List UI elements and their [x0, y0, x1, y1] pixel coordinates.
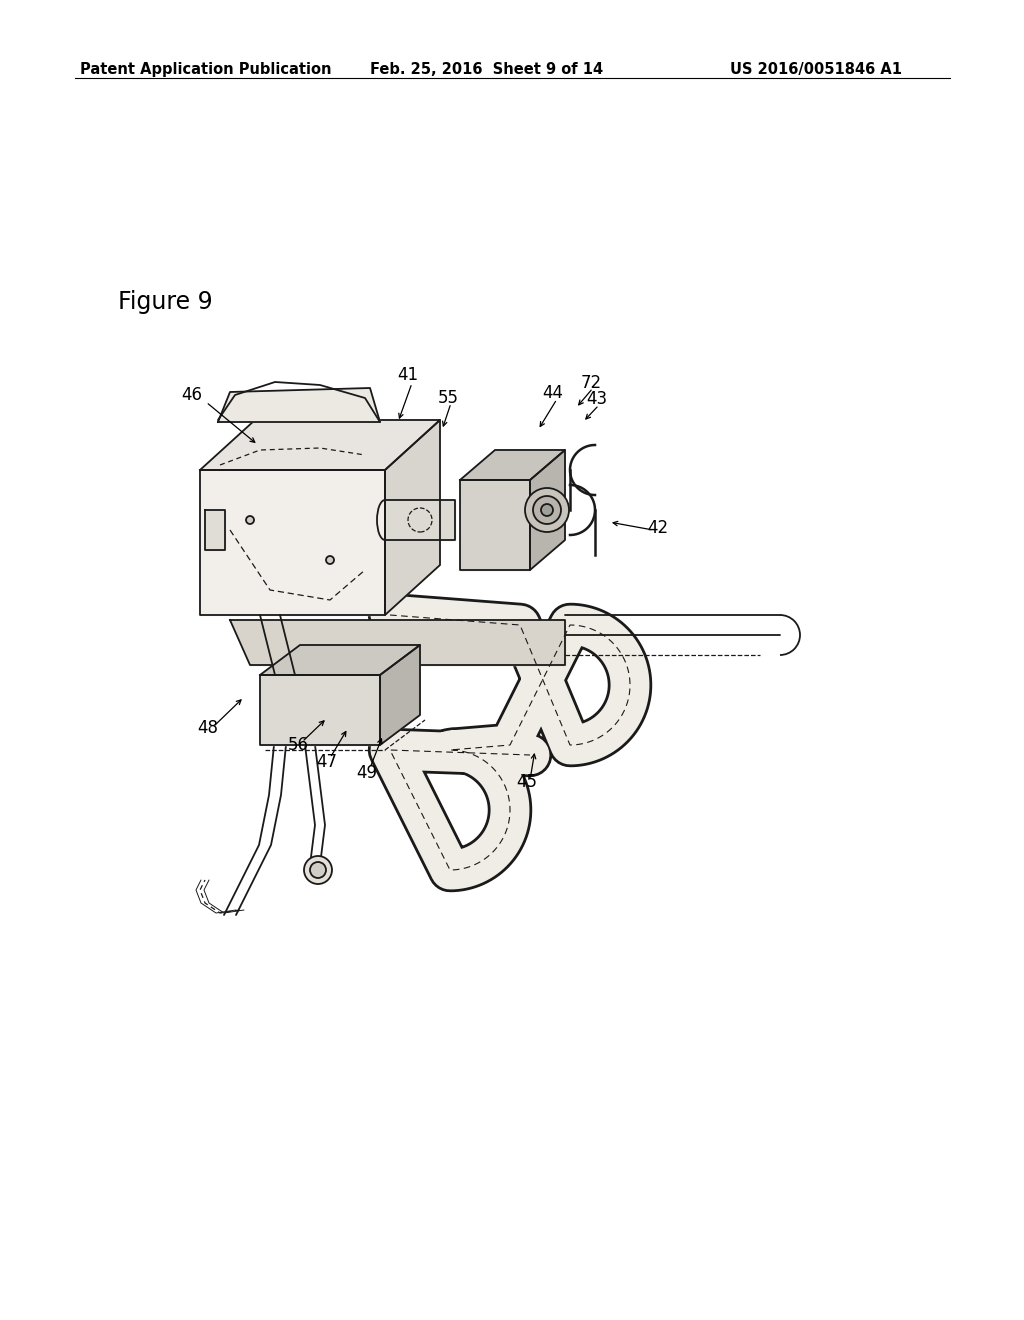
Text: 55: 55 — [437, 389, 459, 407]
Polygon shape — [530, 450, 565, 570]
Text: 43: 43 — [587, 389, 607, 408]
Circle shape — [326, 556, 334, 564]
Polygon shape — [385, 420, 440, 615]
Text: Figure 9: Figure 9 — [118, 290, 213, 314]
Text: 44: 44 — [543, 384, 563, 403]
Polygon shape — [200, 470, 385, 615]
Circle shape — [525, 488, 569, 532]
Text: 45: 45 — [516, 774, 538, 791]
Polygon shape — [260, 675, 380, 744]
Text: US 2016/0051846 A1: US 2016/0051846 A1 — [730, 62, 902, 77]
Text: 56: 56 — [288, 737, 308, 754]
Polygon shape — [230, 620, 565, 665]
Polygon shape — [460, 450, 565, 480]
Text: Feb. 25, 2016  Sheet 9 of 14: Feb. 25, 2016 Sheet 9 of 14 — [370, 62, 603, 77]
Polygon shape — [385, 500, 455, 540]
Circle shape — [534, 496, 561, 524]
Text: 42: 42 — [647, 519, 669, 537]
Circle shape — [246, 516, 254, 524]
Polygon shape — [380, 645, 420, 744]
Polygon shape — [460, 480, 530, 570]
Text: 48: 48 — [198, 719, 218, 737]
Text: Patent Application Publication: Patent Application Publication — [80, 62, 332, 77]
Polygon shape — [205, 510, 225, 550]
Text: 47: 47 — [316, 752, 338, 771]
Circle shape — [310, 862, 326, 878]
Text: 46: 46 — [181, 385, 203, 404]
Text: 49: 49 — [356, 764, 378, 781]
Text: 72: 72 — [581, 374, 601, 392]
Circle shape — [541, 504, 553, 516]
Polygon shape — [200, 420, 440, 470]
Text: 41: 41 — [397, 366, 419, 384]
Polygon shape — [260, 645, 420, 675]
Polygon shape — [218, 388, 380, 422]
Circle shape — [304, 855, 332, 884]
